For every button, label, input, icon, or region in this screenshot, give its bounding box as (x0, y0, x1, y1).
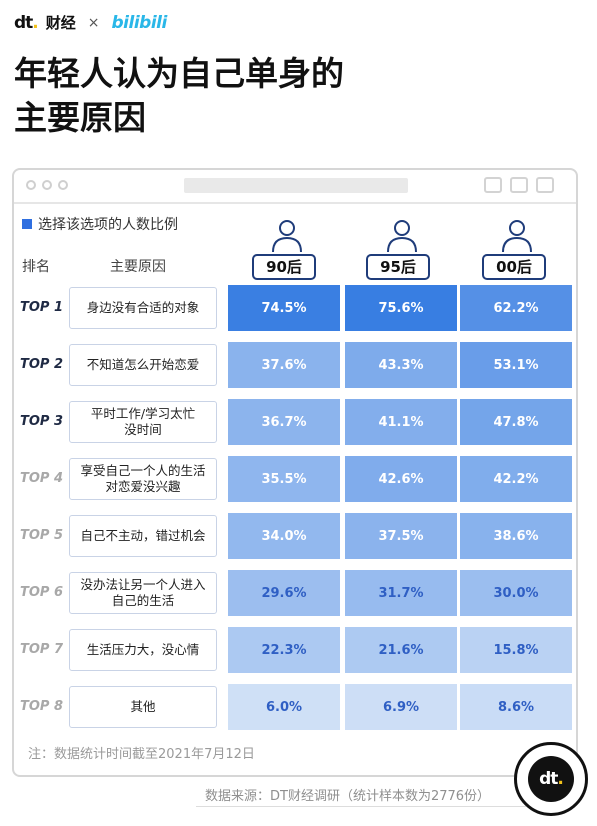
person-icon (502, 220, 532, 252)
value-cell: 34.0% (228, 513, 340, 559)
value-cell: 43.3% (345, 342, 457, 388)
legend-swatch (22, 219, 32, 229)
title-line-2: 主要原因 (14, 98, 146, 137)
value-cell: 29.6% (228, 570, 340, 616)
data-source: 数据来源：DT财经调研（统计样本数为2776份） (205, 789, 491, 804)
value-cell: 36.7% (228, 399, 340, 445)
person-icon (272, 220, 302, 252)
value-cell: 31.7% (345, 570, 457, 616)
dt-name: 财经 (45, 14, 76, 32)
page-title: 年轻人认为自己单身的 主要原因 (14, 52, 344, 140)
value-cell: 74.5% (228, 285, 340, 331)
value-cell: 30.0% (460, 570, 572, 616)
browser-window: 选择该选项的人数比例 排名 主要原因 90后 95后 00后 TOP 1 身边没有… (12, 168, 578, 777)
reason-label: 享受自己一个人的生活 对恋爱没兴趣 (69, 458, 217, 500)
series-label-00: 00后 (482, 254, 546, 280)
value-cell: 6.9% (345, 684, 457, 730)
address-bar (184, 178, 408, 193)
brand-header: dt. 财经 × bilibili (14, 12, 167, 33)
value-cell: 42.6% (345, 456, 457, 502)
series-label-95: 95后 (366, 254, 430, 280)
window-button-icon (536, 177, 554, 193)
value-cell: 62.2% (460, 285, 572, 331)
reason-label: 身边没有合适的对象 (69, 287, 217, 329)
dt-badge-logo: dt. (514, 742, 588, 816)
maximize-dot-icon (58, 180, 68, 190)
footnote: 注：数据统计时间截至2021年7月12日 (28, 747, 255, 762)
value-cell: 21.6% (345, 627, 457, 673)
window-titlebar (14, 170, 576, 204)
rank-label: TOP 4 (20, 471, 64, 486)
value-cell: 35.5% (228, 456, 340, 502)
value-cell: 8.6% (460, 684, 572, 730)
rank-label: TOP 3 (20, 414, 64, 429)
reason-label: 自己不主动，错过机会 (69, 515, 217, 557)
record-button-icon (484, 177, 502, 193)
minimize-dot-icon (42, 180, 52, 190)
value-cell: 15.8% (460, 627, 572, 673)
rank-label: TOP 7 (20, 642, 64, 657)
bilibili-logo: bilibili (111, 12, 168, 33)
share-button-icon (510, 177, 528, 193)
reason-label: 其他 (69, 686, 217, 728)
value-cell: 75.6% (345, 285, 457, 331)
value-cell: 37.6% (228, 342, 340, 388)
rank-label: TOP 8 (20, 699, 64, 714)
rank-label: TOP 2 (20, 357, 64, 372)
reason-label: 不知道怎么开始恋爱 (69, 344, 217, 386)
rank-header: 排名 (22, 259, 50, 275)
title-line-1: 年轻人认为自己单身的 (14, 54, 344, 93)
reason-label: 没办法让另一个人进入 自己的生活 (69, 572, 217, 614)
reason-header: 主要原因 (110, 259, 166, 275)
value-cell: 6.0% (228, 684, 340, 730)
value-cell: 37.5% (345, 513, 457, 559)
rank-label: TOP 6 (20, 585, 64, 600)
value-cell: 53.1% (460, 342, 572, 388)
rank-label: TOP 5 (20, 528, 64, 543)
dt-badge-mark: dt. (528, 756, 574, 802)
value-cell: 47.8% (460, 399, 572, 445)
dt-logo: dt. (14, 12, 39, 33)
rank-label: TOP 1 (20, 300, 64, 315)
reason-label: 平时工作/学习太忙 没时间 (69, 401, 217, 443)
person-icon (387, 220, 417, 252)
series-label-90: 90后 (252, 254, 316, 280)
chart-legend: 选择该选项的人数比例 (22, 214, 178, 234)
value-cell: 42.2% (460, 456, 572, 502)
cross-sign: × (87, 14, 100, 31)
reason-label: 生活压力大，没心情 (69, 629, 217, 671)
value-cell: 41.1% (345, 399, 457, 445)
value-cell: 38.6% (460, 513, 572, 559)
legend-label: 选择该选项的人数比例 (38, 217, 178, 233)
close-dot-icon (26, 180, 36, 190)
source-divider (196, 806, 526, 807)
value-cell: 22.3% (228, 627, 340, 673)
